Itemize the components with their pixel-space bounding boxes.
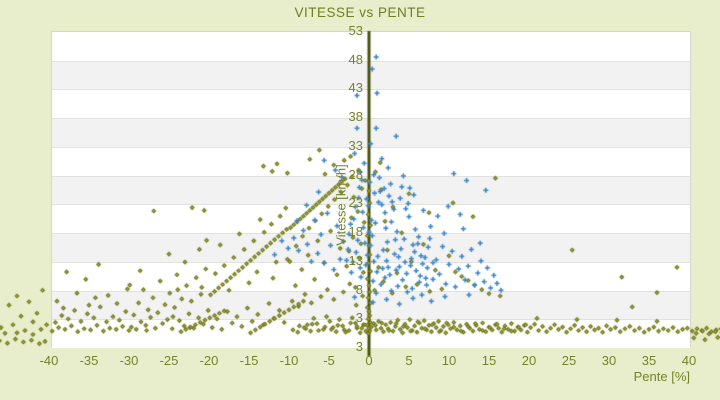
x-tick-label: 10 [441, 353, 457, 368]
x-tick-label: -20 [199, 353, 219, 368]
x-tick-label: 40 [681, 353, 697, 368]
x-tick-label: 5 [405, 353, 413, 368]
y-tick-label: 48 [348, 51, 363, 67]
x-tick-label: -25 [159, 353, 179, 368]
x-tick-label: -35 [79, 353, 99, 368]
x-tick-label: -10 [279, 353, 299, 368]
y-tick-label: 8 [355, 281, 363, 297]
y-tick-label: 53 [348, 22, 363, 38]
x-tick-label: 35 [641, 353, 657, 368]
y-tick-label: 28 [348, 166, 363, 182]
y-tick-label: 3 [355, 338, 363, 354]
x-tick-label: 0 [365, 353, 373, 368]
y-tick-label: 33 [348, 137, 363, 153]
y-axis-title: Vitesse [km/h] [333, 164, 349, 246]
x-tick-label: 25 [561, 353, 577, 368]
y-tick-label: 3 [355, 310, 363, 326]
x-tick-label: -15 [239, 353, 259, 368]
y-tick-label: 13 [348, 252, 363, 268]
x-axis-title: Pente [%] [633, 369, 690, 384]
y-tick-label: 18 [348, 223, 363, 239]
y-tick-label: 43 [348, 80, 363, 96]
x-tick-label: 15 [481, 353, 497, 368]
y-tick-label: 38 [348, 109, 363, 125]
x-tick-label: -40 [39, 353, 59, 368]
y-tick-label: 23 [348, 195, 363, 211]
x-tick-label: 20 [521, 353, 537, 368]
x-tick-label: 30 [601, 353, 617, 368]
x-tick-label: -5 [323, 353, 335, 368]
x-tick-label: -30 [119, 353, 139, 368]
